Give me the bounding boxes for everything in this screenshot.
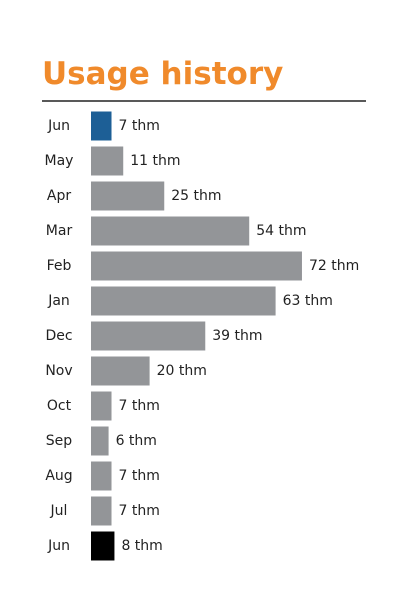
category-label: Apr	[47, 188, 71, 204]
chart-title: Usage history	[42, 56, 283, 92]
bar	[91, 111, 112, 141]
bar	[91, 356, 150, 386]
value-label: 54 thm	[256, 223, 306, 239]
value-label: 63 thm	[283, 293, 333, 309]
bar	[91, 181, 165, 211]
category-label: Jan	[47, 293, 70, 309]
value-label: 7 thm	[119, 398, 160, 414]
category-label: Jun	[47, 118, 70, 134]
bar	[91, 461, 112, 491]
bar	[91, 321, 206, 351]
value-label: 6 thm	[116, 433, 157, 449]
category-label: Sep	[46, 433, 73, 449]
value-label: 39 thm	[212, 328, 262, 344]
bar	[91, 146, 124, 176]
value-label: 7 thm	[119, 503, 160, 519]
bar	[91, 531, 115, 561]
value-label: 20 thm	[157, 363, 207, 379]
bar	[91, 286, 276, 316]
value-label: 7 thm	[119, 118, 160, 134]
category-label: Oct	[47, 398, 72, 414]
category-label: Dec	[45, 328, 72, 344]
category-label: May	[45, 153, 74, 169]
category-label: Nov	[45, 363, 72, 379]
value-label: 25 thm	[171, 188, 221, 204]
bar	[91, 496, 112, 526]
bar	[91, 426, 109, 456]
bar	[91, 391, 112, 421]
value-label: 11 thm	[130, 153, 180, 169]
category-label: Jun	[47, 538, 70, 554]
value-label: 7 thm	[119, 468, 160, 484]
bar	[91, 216, 250, 246]
value-label: 8 thm	[121, 538, 162, 554]
value-label: 72 thm	[309, 258, 359, 274]
category-label: Jul	[50, 503, 68, 519]
category-label: Mar	[46, 223, 73, 239]
bar	[91, 251, 302, 281]
category-label: Feb	[47, 258, 72, 274]
category-label: Aug	[45, 468, 72, 484]
